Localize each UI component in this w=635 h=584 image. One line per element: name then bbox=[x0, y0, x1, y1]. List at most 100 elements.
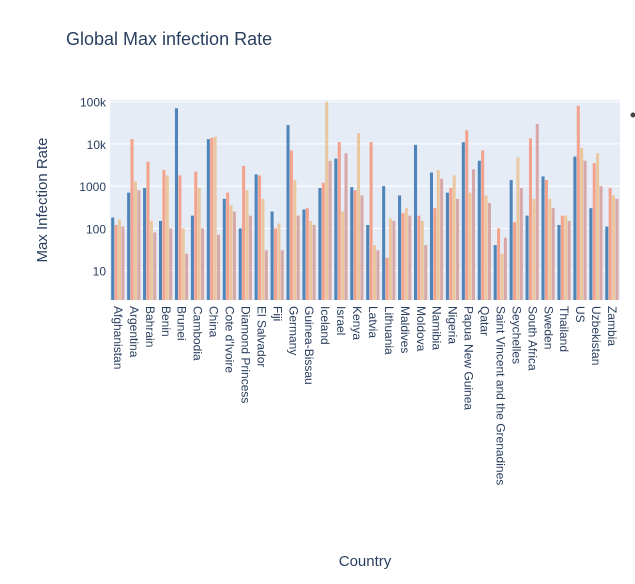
bar[interactable] bbox=[245, 190, 249, 300]
bar[interactable] bbox=[360, 195, 364, 300]
bar[interactable] bbox=[424, 245, 428, 300]
bar[interactable] bbox=[541, 176, 545, 300]
bar[interactable] bbox=[503, 237, 507, 300]
bar[interactable] bbox=[114, 224, 118, 300]
bar[interactable] bbox=[261, 198, 265, 300]
bar[interactable] bbox=[216, 234, 221, 300]
bar[interactable] bbox=[417, 215, 421, 300]
bar[interactable] bbox=[334, 158, 338, 300]
bar[interactable] bbox=[210, 137, 214, 300]
bar[interactable] bbox=[232, 211, 236, 300]
bar[interactable] bbox=[420, 220, 424, 300]
bar[interactable] bbox=[608, 188, 612, 300]
bar[interactable] bbox=[286, 125, 290, 300]
bar[interactable] bbox=[111, 217, 115, 300]
bar[interactable] bbox=[615, 198, 619, 300]
bar[interactable] bbox=[404, 208, 408, 300]
bar[interactable] bbox=[605, 226, 609, 300]
bar[interactable] bbox=[388, 218, 392, 300]
bar[interactable] bbox=[242, 166, 246, 300]
bar[interactable] bbox=[305, 208, 309, 300]
bar[interactable] bbox=[532, 198, 536, 300]
bar[interactable] bbox=[181, 228, 185, 300]
bar[interactable] bbox=[353, 190, 357, 300]
bar[interactable] bbox=[487, 202, 491, 300]
bar[interactable] bbox=[137, 190, 141, 300]
bar[interactable] bbox=[222, 198, 226, 300]
bar[interactable] bbox=[398, 195, 402, 300]
bar[interactable] bbox=[344, 153, 348, 300]
bar[interactable] bbox=[185, 253, 189, 300]
bar[interactable] bbox=[165, 175, 169, 300]
bar[interactable] bbox=[366, 224, 370, 300]
bar[interactable] bbox=[392, 220, 396, 300]
bar[interactable] bbox=[429, 172, 433, 300]
bar[interactable] bbox=[258, 175, 262, 300]
bar[interactable] bbox=[516, 157, 520, 300]
bar[interactable] bbox=[372, 245, 377, 300]
bar[interactable] bbox=[509, 179, 513, 300]
bar[interactable] bbox=[194, 171, 198, 300]
bar[interactable] bbox=[270, 211, 274, 300]
bar[interactable] bbox=[280, 250, 284, 300]
bar[interactable] bbox=[497, 228, 501, 300]
bar[interactable] bbox=[436, 170, 440, 300]
bar[interactable] bbox=[513, 222, 517, 300]
bar[interactable] bbox=[596, 153, 600, 300]
bar[interactable] bbox=[465, 130, 469, 300]
bar[interactable] bbox=[206, 139, 210, 300]
bar[interactable] bbox=[456, 198, 460, 300]
bar[interactable] bbox=[149, 220, 153, 300]
bar[interactable] bbox=[350, 187, 354, 300]
bar[interactable] bbox=[477, 160, 481, 300]
bar[interactable] bbox=[296, 215, 300, 300]
bar[interactable] bbox=[174, 108, 178, 300]
bar[interactable] bbox=[612, 195, 616, 300]
bar[interactable] bbox=[178, 175, 182, 300]
bar[interactable] bbox=[573, 156, 577, 300]
bar[interactable] bbox=[328, 160, 332, 300]
bar[interactable] bbox=[264, 250, 268, 300]
bar[interactable] bbox=[576, 105, 580, 300]
bar[interactable] bbox=[302, 209, 306, 300]
bar[interactable] bbox=[229, 205, 233, 300]
bar[interactable] bbox=[580, 148, 584, 300]
bar[interactable] bbox=[337, 142, 341, 300]
bar[interactable] bbox=[452, 175, 456, 300]
bar[interactable] bbox=[599, 186, 603, 300]
bar[interactable] bbox=[401, 213, 405, 300]
bar[interactable] bbox=[153, 232, 157, 300]
bar[interactable] bbox=[544, 179, 548, 300]
bar[interactable] bbox=[143, 188, 147, 300]
bar[interactable] bbox=[440, 178, 444, 300]
bar[interactable] bbox=[560, 215, 564, 300]
bar[interactable] bbox=[248, 215, 252, 300]
bar[interactable] bbox=[445, 192, 449, 300]
bar[interactable] bbox=[408, 215, 412, 300]
bar[interactable] bbox=[277, 223, 281, 300]
bar[interactable] bbox=[519, 188, 523, 300]
bar[interactable] bbox=[414, 144, 418, 300]
bar[interactable] bbox=[146, 161, 150, 300]
bar[interactable] bbox=[318, 188, 322, 300]
bar[interactable] bbox=[583, 160, 587, 300]
bar[interactable] bbox=[321, 182, 325, 300]
bar[interactable] bbox=[201, 228, 205, 300]
bar[interactable] bbox=[190, 215, 194, 300]
bar[interactable] bbox=[484, 195, 488, 300]
bar[interactable] bbox=[273, 228, 278, 300]
bar[interactable] bbox=[433, 208, 437, 300]
bar[interactable] bbox=[385, 257, 389, 300]
bar[interactable] bbox=[382, 186, 386, 300]
bar[interactable] bbox=[471, 169, 476, 300]
bar[interactable] bbox=[564, 215, 568, 300]
bar[interactable] bbox=[551, 208, 555, 300]
bar[interactable] bbox=[289, 150, 293, 300]
bar[interactable] bbox=[557, 224, 561, 300]
bar[interactable] bbox=[127, 192, 131, 300]
bar[interactable] bbox=[592, 163, 596, 300]
legend-marker[interactable] bbox=[630, 112, 635, 118]
bar[interactable] bbox=[535, 123, 539, 300]
bar[interactable] bbox=[461, 142, 465, 300]
bar[interactable] bbox=[376, 250, 380, 300]
